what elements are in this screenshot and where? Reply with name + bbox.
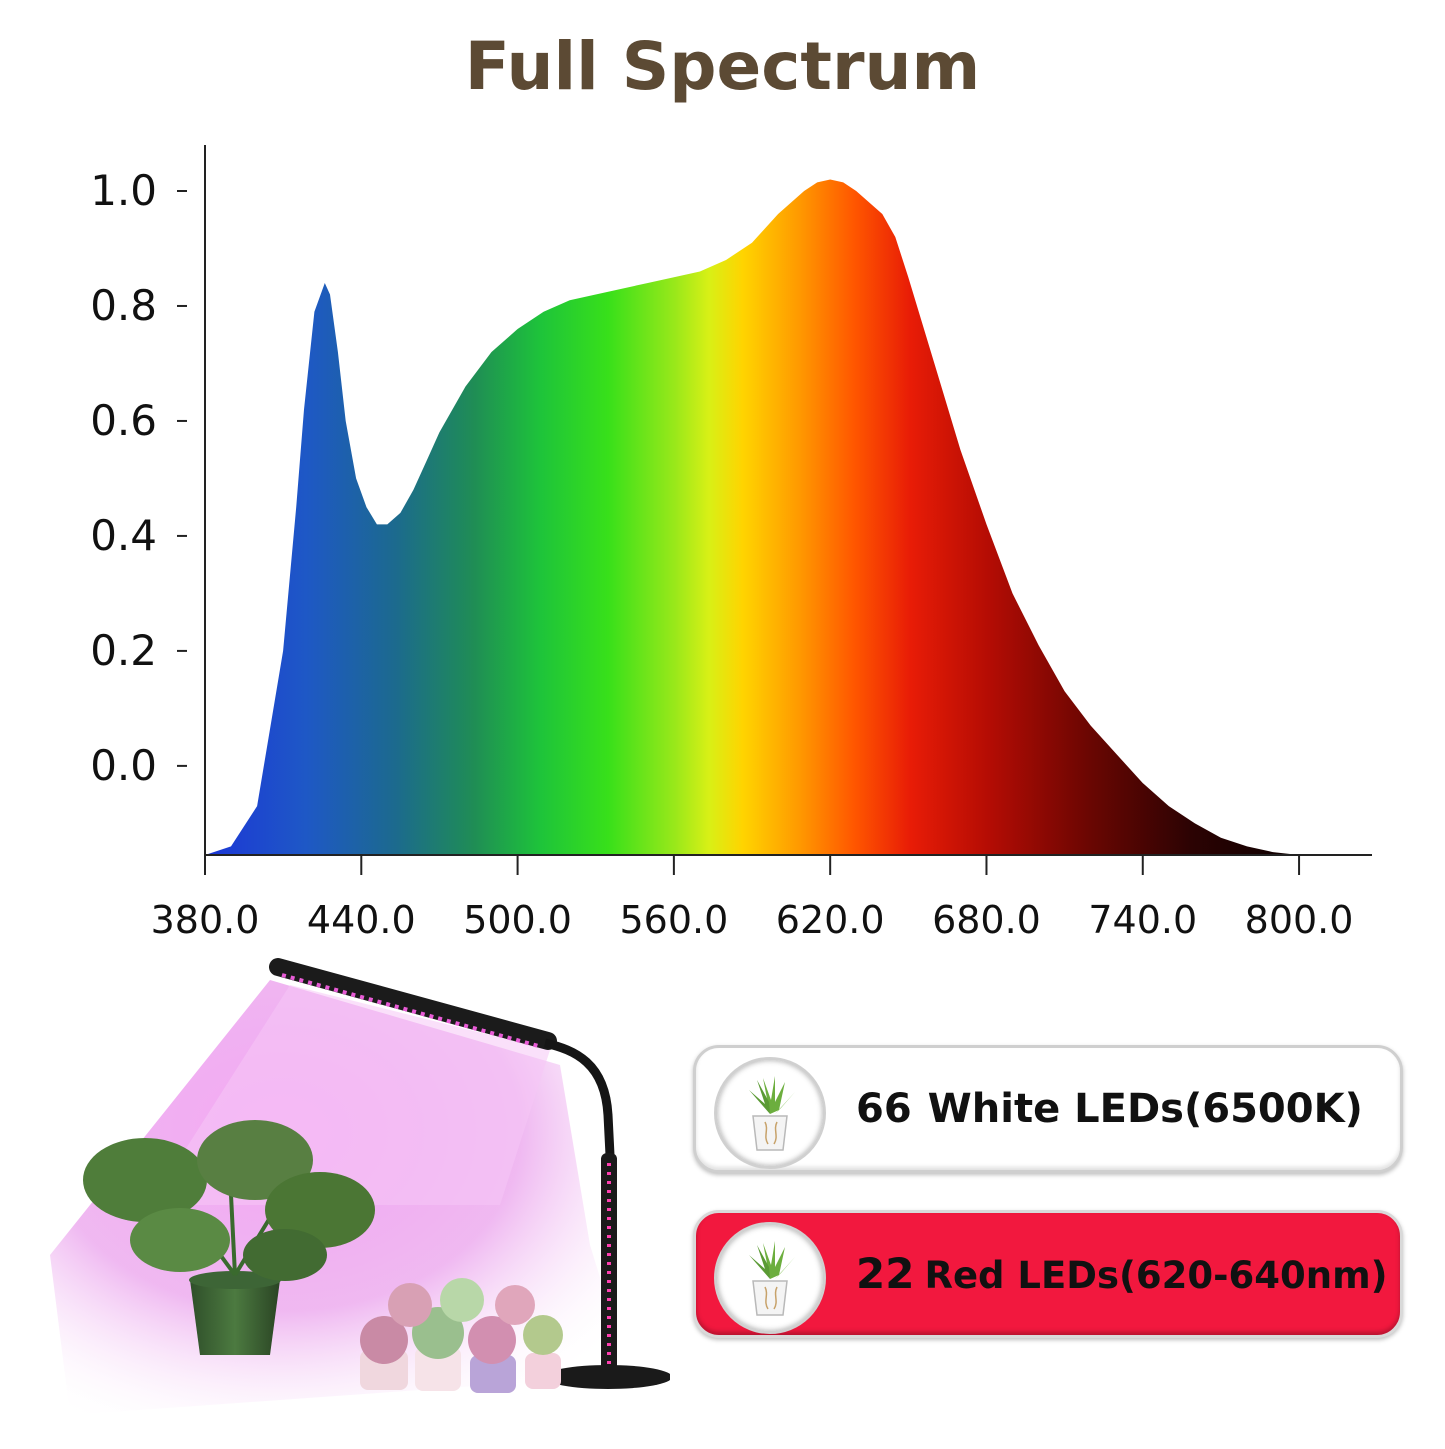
x-tick-label: 620.0 bbox=[776, 898, 885, 942]
x-tick-label: 380.0 bbox=[151, 898, 260, 942]
y-tick-label: 0.8 bbox=[90, 281, 157, 330]
x-tick-label: 500.0 bbox=[463, 898, 572, 942]
spectrum-chart: 0.0 0.2 0.4 0.6 0.8 1.0 380.0 440.0 500.0 560.0 6… bbox=[90, 145, 1372, 942]
x-tick-label: 560.0 bbox=[619, 898, 728, 942]
y-tick-label: 0.0 bbox=[90, 741, 157, 790]
y-tick-label: 1.0 bbox=[90, 166, 157, 215]
chart-title: Full Spectrum bbox=[464, 28, 981, 105]
succulent-plant-icon bbox=[714, 1222, 826, 1334]
x-tick-label: 740.0 bbox=[1088, 898, 1197, 942]
x-tick-label: 800.0 bbox=[1245, 898, 1354, 942]
y-tick-label: 0.4 bbox=[90, 511, 157, 560]
succulent-plant-icon bbox=[714, 1057, 826, 1169]
grow-lamp-illustration bbox=[30, 955, 672, 1445]
white-led-card: 66 White LEDs(6500K) bbox=[693, 1045, 1403, 1173]
y-tick-label: 0.2 bbox=[90, 626, 157, 675]
y-tick-label: 0.6 bbox=[90, 396, 157, 445]
white-led-text: White LEDs(6500K) bbox=[927, 1086, 1363, 1132]
x-tick-label: 440.0 bbox=[307, 898, 416, 942]
red-led-count: 22 bbox=[856, 1249, 915, 1298]
spectrum-area bbox=[205, 179, 1300, 855]
white-led-label: 66 White LEDs(6500K) bbox=[856, 1048, 1363, 1170]
red-led-label: 22 Red LEDs(620-640nm) bbox=[856, 1213, 1388, 1335]
red-led-card: 22 Red LEDs(620-640nm) bbox=[693, 1210, 1403, 1338]
white-led-count: 66 bbox=[856, 1086, 912, 1132]
x-tick-label: 680.0 bbox=[932, 898, 1041, 942]
red-led-text: Red LEDs(620-640nm) bbox=[924, 1254, 1388, 1297]
